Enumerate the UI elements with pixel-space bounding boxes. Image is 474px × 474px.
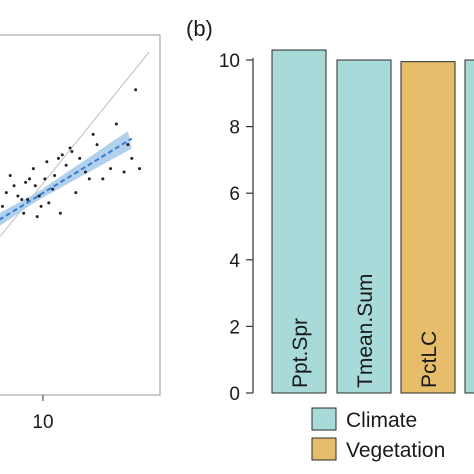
scatter-point — [130, 156, 134, 160]
scatter-point — [0, 204, 4, 208]
bar-label: Ppt.Spr — [289, 318, 312, 388]
scatter-point — [35, 215, 39, 219]
scatter-point — [43, 177, 47, 181]
scatter-point — [22, 211, 26, 215]
scatter-points — [0, 88, 141, 219]
panel-label: (b) — [186, 16, 213, 41]
legend-swatch — [311, 437, 337, 461]
scatter-point — [60, 153, 64, 157]
scatter-point — [64, 163, 68, 167]
y-tick-label: 4 — [229, 251, 240, 272]
scatter-point — [58, 211, 62, 215]
scatter-point — [8, 173, 12, 177]
scatter-point — [126, 143, 130, 147]
legend-swatch — [311, 407, 337, 431]
scatter-point — [70, 149, 74, 153]
scatter-point — [53, 173, 57, 177]
scatter-point — [4, 191, 8, 195]
scatter-point — [101, 177, 105, 181]
legend-label: Climate — [346, 409, 417, 432]
scatter-point — [26, 197, 30, 201]
scatter-point — [134, 88, 138, 92]
panel-b-bar: (b) 0 2 4 6 8 10 Ppt.Spr Tmean.Sum PctLC Climat… — [186, 16, 474, 462]
scatter-point — [24, 180, 28, 184]
y-tick-label: 0 — [229, 384, 240, 405]
scatter-point — [91, 132, 95, 136]
scatter-point — [95, 143, 99, 147]
scatter-point — [31, 167, 35, 171]
y-tick-label: 8 — [229, 118, 240, 139]
y-axis-ticks: 0 2 4 6 8 10 — [219, 51, 253, 405]
bar — [400, 61, 456, 394]
y-tick-label: 2 — [229, 317, 240, 338]
scatter-point — [114, 122, 118, 126]
scatter-point — [51, 187, 55, 191]
bar-label: PctLC — [418, 331, 441, 388]
confidence-band — [0, 131, 132, 226]
bar — [464, 59, 474, 394]
bar — [336, 59, 392, 394]
scatter-point — [33, 184, 37, 188]
panel-a-scatter: 10 — [0, 34, 161, 433]
scatter-point — [37, 194, 41, 198]
x-tick-label: 10 — [32, 412, 53, 433]
scatter-point — [47, 201, 51, 205]
plot-frame — [0, 34, 161, 396]
scatter-point — [45, 160, 49, 164]
x-axis-ticks: 10 — [32, 395, 54, 433]
one-to-one-line — [0, 51, 150, 238]
bar — [271, 49, 327, 394]
scatter-point — [78, 156, 82, 160]
scatter-point — [16, 194, 20, 198]
scatter-point — [68, 146, 72, 150]
scatter-point — [56, 156, 60, 160]
scatter-point — [122, 170, 126, 174]
scatter-point — [74, 191, 78, 195]
scatter-point — [39, 204, 43, 208]
scatter-point — [109, 167, 113, 171]
scatter-point — [138, 167, 141, 171]
scatter-point — [12, 184, 16, 188]
y-tick-label: 10 — [219, 51, 240, 72]
legend-label: Vegetation — [346, 439, 445, 462]
y-tick-label: 6 — [229, 184, 240, 205]
scatter-point — [83, 170, 87, 174]
legend: Climate Vegetation — [311, 407, 445, 462]
scatter-point — [20, 197, 24, 201]
bars: Ppt.Spr Tmean.Sum PctLC — [271, 49, 474, 394]
scatter-point — [87, 177, 91, 181]
bar-label: Tmean.Sum — [354, 274, 377, 388]
scatter-point — [27, 177, 31, 181]
